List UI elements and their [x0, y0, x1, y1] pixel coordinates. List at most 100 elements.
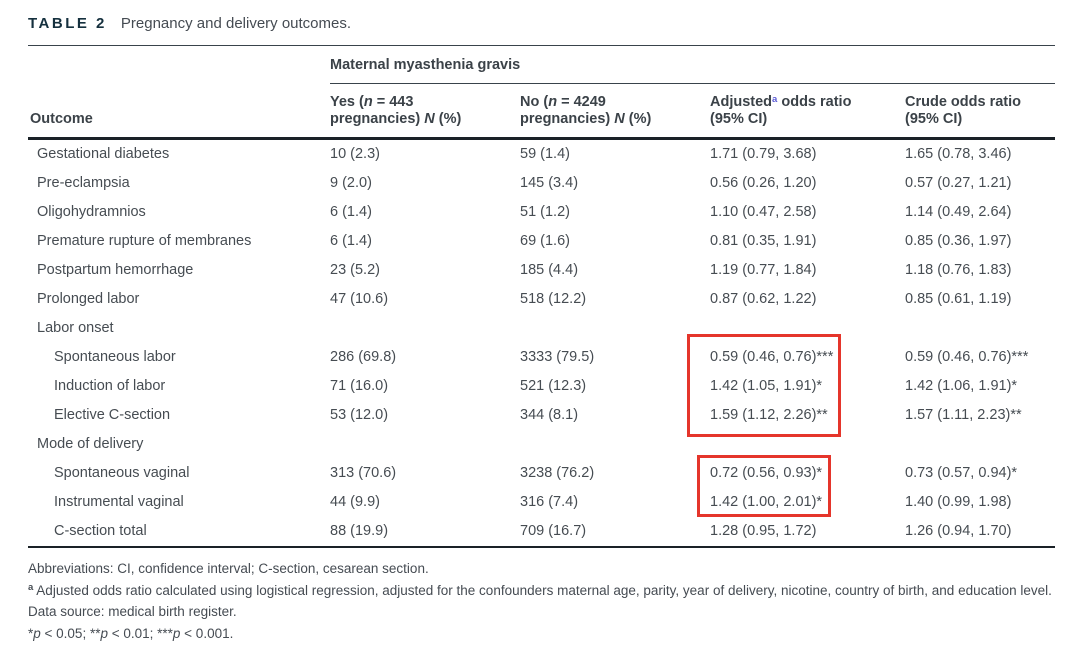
table-cell: 1.42 (1.05, 1.91)* — [710, 372, 905, 401]
table-cell: 1.40 (0.99, 1.98) — [905, 488, 1055, 517]
row-label: Oligohydramnios — [37, 204, 146, 220]
table-row: Induction of labor 71 (16.0) 521 (12.3) … — [28, 372, 1055, 401]
footnote-abbreviations: Abbreviations: CI, confidence interval; … — [28, 561, 429, 576]
text-run: (95% CI) — [710, 111, 768, 127]
table-cell: 44 (9.9) — [330, 488, 520, 517]
cell-value: 313 (70.6) — [330, 465, 397, 481]
table-cell: 521 (12.3) — [520, 372, 710, 401]
text-run: (95% CI) — [905, 111, 963, 127]
table-cell: 6 (1.4) — [330, 227, 520, 256]
row-label: Pre-eclampsia — [37, 175, 130, 191]
text-run: (%) — [434, 111, 462, 127]
table-cell: 1.19 (0.77, 1.84) — [710, 256, 905, 285]
column-header-adjusted-or: Adjusteda odds ratio (95% CI) — [710, 83, 905, 140]
table-row: Prolonged labor 47 (10.6) 518 (12.2) 0.8… — [28, 285, 1055, 314]
cell-value: 3333 (79.5) — [520, 349, 595, 365]
table-cell: 344 (8.1) — [520, 401, 710, 430]
row-label: Gestational diabetes — [37, 146, 170, 162]
cell-value: 0.87 (0.62, 1.22) — [710, 291, 817, 307]
cell-value: 6 (1.4) — [330, 204, 372, 220]
table-label: TABLE 2 — [28, 15, 107, 32]
table-cell: 316 (7.4) — [520, 488, 710, 517]
table-caption: TABLE 2 Pregnancy and delivery outcomes. — [28, 14, 1055, 33]
table-cell: 0.81 (0.35, 1.91) — [710, 227, 905, 256]
text-run: No ( — [520, 94, 549, 110]
table-row: Elective C-section 53 (12.0) 344 (8.1) 1… — [28, 401, 1055, 430]
cell-value: 1.42 (1.06, 1.91)* — [905, 378, 1018, 394]
cell-value: 0.81 (0.35, 1.91) — [710, 233, 817, 249]
table-cell: 1.26 (0.94, 1.70) — [905, 517, 1056, 548]
column-header-row: Outcome Yes (n = 443 pregnancies) N (%) N… — [28, 83, 1056, 140]
table-cell: 88 (19.9) — [330, 517, 520, 548]
table-cell — [330, 314, 520, 343]
column-header-crude-or: Crude odds ratio (95% CI) — [905, 83, 1056, 140]
cell-value: 1.19 (0.77, 1.84) — [710, 262, 817, 278]
table-cell: 10 (2.3) — [330, 139, 520, 170]
cell-value: 1.10 (0.47, 2.58) — [710, 204, 817, 220]
text-run: p — [172, 625, 181, 641]
table-cell: 59 (1.4) — [520, 139, 710, 170]
cell-value: 1.42 (1.05, 1.91)* — [710, 378, 823, 394]
table-cell: 1.59 (1.12, 2.26)** — [710, 401, 905, 430]
footnote-adjusted-method: a Adjusted odds ratio calculated using l… — [28, 580, 1055, 623]
cell-value: 47 (10.6) — [330, 291, 389, 307]
cell-value: 1.14 (0.49, 2.64) — [905, 204, 1012, 220]
column-header-outcome: Outcome — [28, 83, 330, 140]
cell-value: 44 (9.9) — [330, 494, 380, 510]
cell-value: 145 (3.4) — [520, 175, 579, 191]
row-group-label: Mode of delivery — [37, 436, 144, 452]
table-footnotes: Abbreviations: CI, confidence interval; … — [28, 558, 1055, 644]
row-label: Induction of labor — [54, 378, 166, 394]
cell-value: 1.42 (1.00, 2.01)* — [710, 494, 823, 510]
text-run: p — [100, 625, 108, 641]
cell-value: 0.73 (0.57, 0.94)* — [905, 465, 1018, 481]
table-cell: 1.18 (0.76, 1.83) — [905, 256, 1055, 285]
table-title: Pregnancy and delivery outcomes. — [120, 15, 352, 32]
table-row: Pre-eclampsia 9 (2.0) 145 (3.4) 0.56 (0.… — [28, 169, 1055, 198]
table-cell: 3238 (76.2) — [520, 459, 710, 488]
table-body: Gestational diabetes 10 (2.3) 59 (1.4) 1… — [28, 139, 1056, 548]
cell-value: 521 (12.3) — [520, 378, 587, 394]
text-run: n — [363, 94, 373, 110]
cell-value: 0.56 (0.26, 1.20) — [710, 175, 817, 191]
text-run: n — [548, 94, 558, 110]
table-cell: 0.85 (0.36, 1.97) — [905, 227, 1055, 256]
table-cell: 9 (2.0) — [330, 169, 520, 198]
table-row: Premature rupture of membranes 6 (1.4) 6… — [28, 227, 1055, 256]
column-header-yes: Yes (n = 443 pregnancies) N (%) — [330, 83, 520, 140]
cell-value: 0.59 (0.46, 0.76)*** — [710, 349, 834, 365]
row-label: C-section total — [28, 517, 330, 548]
table-cell: 23 (5.2) — [330, 256, 520, 285]
table-cell: 0.72 (0.56, 0.93)* — [710, 459, 905, 488]
cell-value: 1.59 (1.12, 2.26)** — [710, 407, 828, 423]
table-row: Spontaneous vaginal 313 (70.6) 3238 (76.… — [28, 459, 1055, 488]
text-run: * — [28, 625, 34, 641]
table-cell: 1.57 (1.11, 2.23)** — [905, 401, 1055, 430]
table-cell: 145 (3.4) — [520, 169, 710, 198]
table-cell: 1.65 (0.78, 3.46) — [905, 139, 1055, 170]
cell-value: 709 (16.7) — [520, 523, 587, 539]
text-run: pregnancies) — [330, 111, 425, 127]
table-cell — [710, 314, 905, 343]
column-group-header: Maternal myasthenia gravis — [330, 45, 1056, 84]
text-run: = 4249 — [557, 94, 606, 110]
cell-value: 1.71 (0.79, 3.68) — [710, 146, 817, 162]
row-label: Prolonged labor — [37, 291, 140, 307]
superscript-marker: a — [772, 93, 778, 105]
text-run: (%) — [624, 111, 652, 127]
cell-value: 1.18 (0.76, 1.83) — [905, 262, 1012, 278]
table-cell: 185 (4.4) — [520, 256, 710, 285]
table-cell: 1.42 (1.06, 1.91)* — [905, 372, 1055, 401]
cell-value: 1.57 (1.11, 2.23)** — [905, 407, 1022, 423]
cell-value: 23 (5.2) — [330, 262, 380, 278]
cell-value: 1.40 (0.99, 1.98) — [905, 494, 1012, 510]
table-row: Labor onset — [28, 314, 1055, 343]
cell-value: 51 (1.2) — [520, 204, 570, 220]
table-cell — [520, 430, 710, 459]
table-cell: 709 (16.7) — [520, 517, 710, 548]
text-run: pregnancies) — [520, 111, 615, 127]
text-run: < 0.05; ** — [40, 625, 101, 641]
cell-value: 316 (7.4) — [520, 494, 579, 510]
outcomes-table: Maternal myasthenia gravis Outcome Yes (… — [28, 45, 1056, 548]
table-cell: 53 (12.0) — [330, 401, 520, 430]
